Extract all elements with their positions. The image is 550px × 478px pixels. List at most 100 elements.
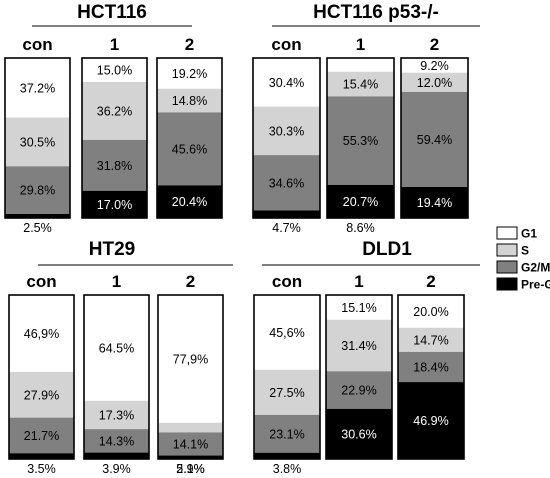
legend-swatch-g1	[496, 226, 518, 240]
legend-label-pre-g1: Pre-G1	[521, 278, 550, 292]
legend-swatch-s	[496, 243, 518, 257]
segment-pre-g1	[9, 453, 74, 459]
segment-pre-g1	[254, 452, 320, 459]
bar-outline	[400, 57, 469, 219]
segment-pre-g1	[5, 214, 70, 218]
segment-g2-m	[82, 139, 147, 191]
segment-value-label: 15.4%	[343, 78, 378, 92]
segment-value-label: 22.9%	[341, 384, 376, 398]
segment-value-label: 55.3%	[343, 134, 378, 148]
segment-value-label: 30.3%	[269, 124, 304, 138]
segment-value-label: 31.4%	[341, 339, 376, 353]
bar-category-label: 1	[112, 272, 121, 291]
bar-category-label: con	[26, 272, 56, 291]
segment-g2-m	[5, 166, 70, 214]
segment-g1	[158, 295, 223, 423]
segment-value-label: 14.8%	[172, 94, 207, 108]
segment-value-label: 46.9%	[413, 414, 448, 428]
segment-value-label: 17.0%	[97, 198, 132, 212]
segment-g2-m	[398, 351, 464, 383]
segment-value-label: 30.4%	[269, 76, 304, 90]
segment-pre-g1	[157, 185, 222, 218]
bar-con: con 45,6% 27.5% 23.1% 3.8%	[253, 272, 321, 476]
segment-value-label: 3.8%	[273, 462, 302, 476]
segment-value-label: 19.2%	[172, 67, 207, 81]
segment-s	[5, 117, 70, 167]
bar-outline	[325, 294, 393, 460]
segment-value-label: 2.1%	[176, 462, 205, 476]
segment-value-label: 20.0%	[413, 305, 448, 319]
segment-g1	[84, 295, 149, 401]
segment-pre-g1	[398, 382, 464, 459]
bar-con: con 46,9% 27.9% 21.7% 3.5%	[8, 272, 75, 476]
bar-outline	[156, 57, 223, 219]
bar-1: 1 15.0% 36.2% 31.8% 17.0%	[81, 35, 148, 219]
bar-outline	[8, 294, 75, 460]
bar-2: 2 19.2% 14.8% 45.6% 20.4%	[156, 35, 223, 219]
segment-s	[84, 400, 149, 430]
segment-s	[82, 82, 147, 140]
bar-outline	[157, 294, 224, 460]
segment-value-label: 21.7%	[24, 429, 59, 443]
segment-g2-m	[327, 96, 394, 185]
segment-value-label: 3.9%	[102, 462, 131, 476]
bar-category-label: 2	[426, 272, 435, 291]
bar-category-label: 1	[356, 35, 365, 54]
segment-value-label: 9.2%	[420, 59, 449, 73]
segment-value-label: 19.4%	[417, 196, 452, 210]
bar-con: con 30.4% 30.3% 34.6% 4.7%	[252, 35, 321, 235]
segment-g2-m	[326, 371, 392, 409]
panel-hct116: HCT116 con 37.2% 30.5% 29.8% 2.5% 1 15.0% 36.2% 3…	[4, 2, 223, 235]
segment-value-label: 17.3%	[99, 408, 134, 422]
segment-pre-g1	[327, 184, 394, 218]
segment-g1	[401, 58, 468, 73]
segment-value-label: 4.7%	[272, 221, 301, 235]
segment-value-label: 45,6%	[269, 326, 304, 340]
panel-hct116-p53: HCT116 p53-/- con 30.4% 30.3% 34.6% 4.7% 1 8.6%…	[252, 2, 480, 235]
segment-s	[158, 422, 223, 433]
segment-value-label: 20.7%	[343, 195, 378, 209]
panel-title: HCT116	[77, 2, 147, 23]
segment-value-label: 14.3%	[99, 434, 134, 448]
segment-value-label: 77,9%	[173, 352, 208, 366]
segment-value-label: 64.5%	[99, 341, 134, 355]
segment-g1	[254, 295, 320, 370]
segment-g1	[327, 58, 394, 72]
bar-category-label: 2	[186, 272, 195, 291]
segment-value-label: 15.0%	[97, 64, 132, 78]
segment-value-label: 31.8%	[97, 159, 132, 173]
segment-value-label: 23.1%	[269, 427, 304, 441]
panel-title: DLD1	[362, 239, 412, 260]
bar-outline	[397, 294, 465, 460]
bar-category-label: 1	[354, 272, 363, 291]
segment-pre-g1	[326, 408, 392, 459]
segment-s	[327, 71, 394, 97]
segment-s	[9, 371, 74, 418]
bar-outline	[252, 57, 321, 219]
bar-2: 2 20.0% 14.7% 18.4% 46.9%	[397, 272, 465, 460]
segment-s	[326, 319, 392, 372]
bar-1: 1 64.5% 17.3% 14.3% 3.9%	[83, 272, 150, 476]
segment-pre-g1	[401, 186, 468, 218]
bar-category-label: 2	[185, 35, 194, 54]
segment-g2-m	[157, 112, 222, 186]
legend-label-s: S	[521, 244, 529, 258]
segment-g2-m	[84, 429, 149, 453]
legend-swatch-pre-g1	[496, 277, 518, 291]
segment-value-label: 14.1%	[173, 437, 208, 451]
segment-g1	[5, 58, 70, 118]
segment-g1	[398, 295, 464, 328]
bar-category-label: 2	[430, 35, 439, 54]
segment-g2-m	[9, 417, 74, 454]
segment-s	[253, 106, 320, 156]
segment-s	[254, 369, 320, 415]
segment-g1	[9, 295, 74, 372]
bar-category-label: con	[272, 272, 302, 291]
segment-s	[157, 88, 222, 113]
segment-g2-m	[401, 91, 468, 187]
segment-pre-g1	[158, 455, 223, 459]
segment-value-label: 12.0%	[417, 76, 452, 90]
segment-g1	[157, 58, 222, 89]
segment-g2-m	[254, 414, 320, 453]
segment-pre-g1	[82, 190, 147, 218]
